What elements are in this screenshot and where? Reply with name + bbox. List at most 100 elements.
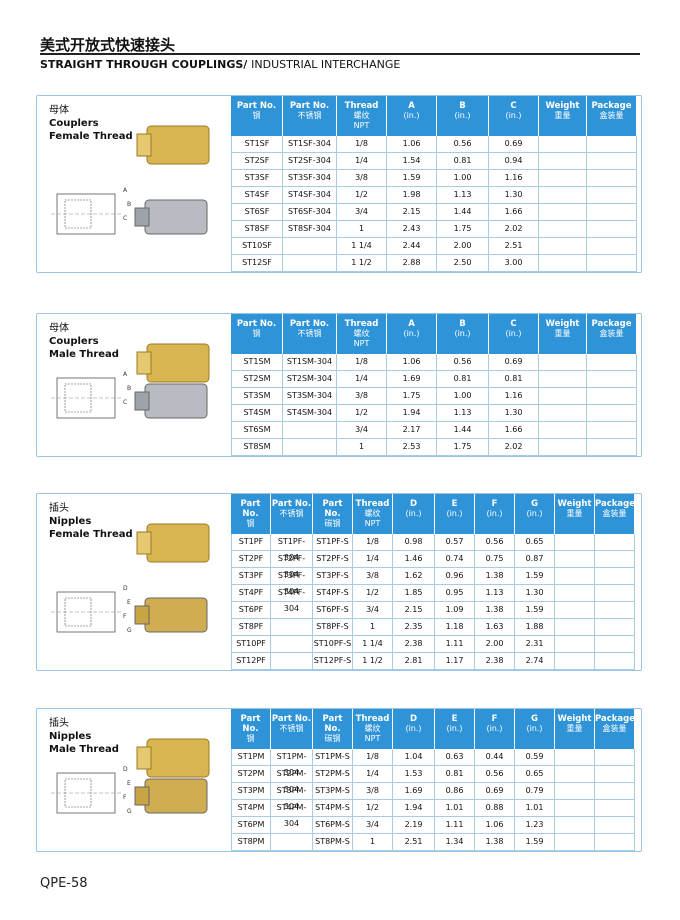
column-header: F (in.)	[475, 709, 515, 749]
cell: 1/8	[337, 136, 387, 153]
label-sub: Male Thread	[49, 744, 119, 755]
cell: 1.11	[435, 817, 475, 834]
cell	[283, 238, 337, 255]
cell: 1.06	[387, 354, 437, 371]
column-header: Package 盒装量	[595, 709, 635, 749]
shape	[134, 786, 150, 806]
cell: ST3PF-S	[313, 568, 353, 585]
cell	[555, 783, 595, 800]
header-line: 不锈钢	[279, 724, 304, 733]
cell	[555, 653, 595, 670]
cell	[595, 585, 635, 602]
label-cn: 插头	[49, 503, 69, 514]
cell	[595, 534, 635, 551]
column-header: A (in.)	[387, 314, 437, 354]
section: 母体 Couplers Female Thread A B C Part No. 钢 ST1SF…	[36, 95, 642, 273]
header-line: 盒装量	[602, 509, 627, 518]
header-line: Part No.	[322, 714, 343, 734]
column-header: Thread 螺纹 NPT	[337, 96, 387, 136]
cell: ST1PM	[231, 749, 271, 766]
cell: ST3PF-304	[271, 568, 313, 596]
shape	[136, 351, 152, 375]
cell: ST12PF	[231, 653, 271, 670]
cell: 0.81	[437, 153, 489, 170]
cell: ST3SM	[231, 388, 283, 405]
cell	[587, 187, 637, 204]
section: 插头 Nipples Female Thread D E F G Part No. 钢 ST1PF…	[36, 493, 642, 671]
drawing-label: B	[127, 385, 131, 392]
cell: 0.98	[393, 534, 435, 551]
cell: 0.81	[435, 766, 475, 783]
cell: 2.38	[475, 653, 515, 670]
cell: 1.13	[475, 585, 515, 602]
section-label: 母体 Couplers Male Thread	[49, 322, 119, 361]
cell: 0.86	[435, 783, 475, 800]
cell: 1 1/2	[337, 255, 387, 272]
cell	[283, 439, 337, 456]
header-line: (in.)	[446, 724, 463, 733]
header-line: Thread	[355, 714, 390, 724]
header-line: D	[409, 714, 418, 724]
header-line: Thread	[344, 319, 379, 329]
cell: 1.13	[437, 405, 489, 422]
column-header: F (in.)	[475, 494, 515, 534]
illustration: ABC	[51, 125, 210, 235]
cell: 1.69	[387, 371, 437, 388]
cell	[595, 783, 635, 800]
drawing-label: E	[127, 780, 131, 787]
header-line: NPT	[353, 339, 370, 348]
column-header: A (in.)	[387, 96, 437, 136]
cell: 1.30	[515, 585, 555, 602]
cell: 2.02	[489, 439, 539, 456]
cell: 3/8	[353, 783, 393, 800]
cell: 1.38	[475, 602, 515, 619]
cell: 1.30	[489, 405, 539, 422]
cell: 1/8	[353, 534, 393, 551]
cell: 3/4	[353, 817, 393, 834]
header-line: (in.)	[486, 509, 503, 518]
cell: 0.81	[437, 371, 489, 388]
cell: ST1PF-S	[313, 534, 353, 551]
cell: 0.63	[435, 749, 475, 766]
header-line: 钢	[246, 734, 255, 743]
column-header: Package 盒装量	[587, 314, 637, 354]
cell: ST1SM-304	[283, 354, 337, 371]
cell: 1.38	[475, 834, 515, 851]
column-header: C (in.)	[489, 96, 539, 136]
header-line: F	[491, 499, 498, 509]
cell	[595, 653, 635, 670]
column-header: Part No. 不锈钢	[271, 494, 313, 534]
cell	[595, 834, 635, 851]
header-line: 钢	[252, 329, 261, 338]
cell: ST4PF	[231, 585, 271, 602]
cell: 2.50	[437, 255, 489, 272]
column-header: Thread 螺纹 NPT	[353, 709, 393, 749]
column-header: Thread 螺纹 NPT	[337, 314, 387, 354]
cell: 2.00	[437, 238, 489, 255]
cell: ST4SM	[231, 405, 283, 422]
cell	[587, 405, 637, 422]
drawing-label: C	[123, 215, 127, 222]
cell: ST2PF	[231, 551, 271, 568]
cell: ST10SF	[231, 238, 283, 255]
cell: ST10PF-S	[313, 636, 353, 653]
cell	[555, 585, 595, 602]
cell: 1.00	[437, 388, 489, 405]
header-line: G	[531, 499, 538, 509]
column-header: D (in.)	[393, 709, 435, 749]
column-header: Part No. 不锈钢	[283, 314, 337, 354]
cell: ST1PF	[231, 534, 271, 551]
cell: 1.00	[437, 170, 489, 187]
column-header: Package 盒装量	[587, 96, 637, 136]
cell: 1.85	[393, 585, 435, 602]
column-header: Part No. 不锈钢	[283, 96, 337, 136]
drawing-label: F	[123, 613, 127, 620]
label-en-line: Couplers	[49, 117, 133, 130]
cell	[595, 551, 635, 568]
cell	[587, 422, 637, 439]
section-label: 插头 Nipples Female Thread	[49, 502, 133, 541]
header-line: NPT	[353, 121, 370, 130]
column-header: Part No. 钢	[231, 314, 283, 354]
drawing-label: G	[127, 808, 132, 815]
cell: 1.59	[515, 834, 555, 851]
